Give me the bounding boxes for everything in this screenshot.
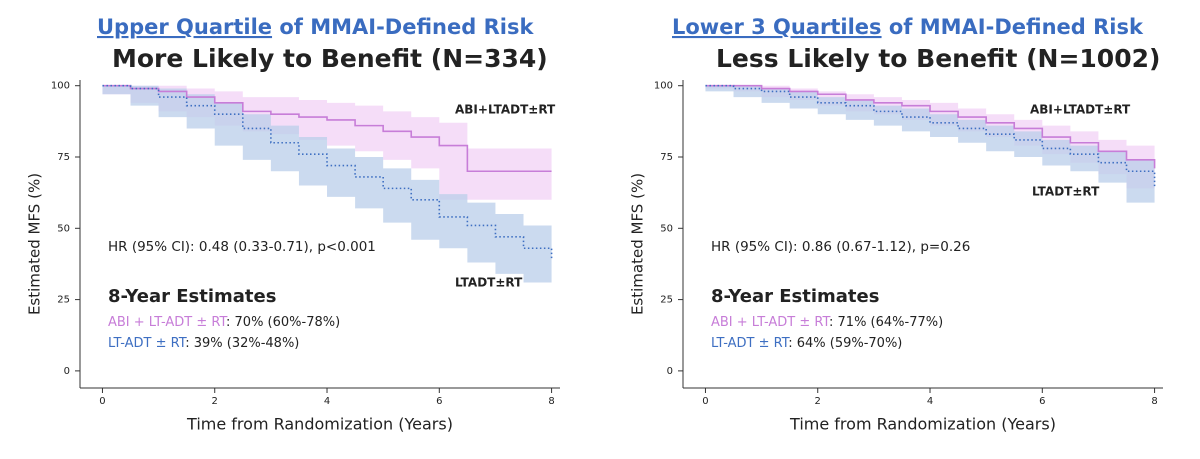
y-tick-label: 75 (57, 152, 70, 163)
y-tick-label: 25 (57, 295, 70, 306)
y-axis-label: Estimated MFS (%) (26, 173, 44, 315)
y-tick-label: 50 (660, 223, 673, 234)
estimate-line: LT-ADT ± RT: 39% (32%-48%) (108, 336, 299, 351)
curve-label: LTADT±RT (455, 276, 523, 290)
estimate-value: : 64% (59%-70%) (788, 336, 902, 351)
estimate-value: : 71% (64%-77%) (829, 315, 943, 330)
y-tick-label: 50 (57, 223, 70, 234)
chart-title: Upper Quartile of MMAI-Defined Risk (97, 15, 534, 39)
estimate-arm: ABI + LT-ADT ± RT (711, 315, 830, 330)
estimate-line: ABI + LT-ADT ± RT: 70% (60%-78%) (108, 315, 340, 330)
x-tick-label: 2 (212, 396, 218, 407)
y-tick-label: 100 (51, 81, 70, 92)
chart-title: Lower 3 Quartiles of MMAI-Defined Risk (672, 15, 1144, 39)
hazard-ratio: HR (95% CI): 0.86 (0.67-1.12), p=0.26 (711, 239, 970, 255)
y-tick-label: 25 (660, 295, 673, 306)
x-tick-label: 0 (99, 396, 105, 407)
title-rest: of MMAI-Defined Risk (272, 15, 534, 39)
ci-band (102, 85, 552, 283)
estimate-line: ABI + LT-ADT ± RT: 71% (64%-77%) (711, 315, 943, 330)
title-rest: of MMAI-Defined Risk (882, 15, 1144, 39)
x-tick-label: 6 (436, 396, 442, 407)
estimate-line: LT-ADT ± RT: 64% (59%-70%) (711, 336, 902, 351)
y-tick-label: 75 (660, 152, 673, 163)
survival-curve (102, 84, 553, 260)
x-axis-label: Time from Randomization (Years) (789, 415, 1056, 434)
y-axis-label: Estimated MFS (%) (629, 173, 647, 315)
estimate-value: : 39% (32%-48%) (185, 336, 299, 351)
ci-band (705, 85, 1155, 203)
chart-subtitle: More Likely to Benefit (N=334) (112, 44, 548, 73)
survival-curve (102, 84, 552, 173)
survival-curve (705, 84, 1156, 189)
curve-label: ABI+LTADT±RT (455, 103, 556, 117)
y-tick-label: 0 (667, 366, 673, 377)
hazard-ratio: HR (95% CI): 0.48 (0.33-0.71), p<0.001 (108, 239, 376, 255)
chart-subtitle: Less Likely to Benefit (N=1002) (716, 44, 1160, 73)
estimates-title: 8-Year Estimates (711, 286, 879, 307)
curve-label: ABI+LTADT±RT (1030, 103, 1131, 117)
title-link: Upper Quartile (97, 15, 272, 39)
survival-curve (705, 84, 1156, 169)
curve-label: LTADT±RT (1032, 185, 1100, 199)
x-tick-label: 2 (815, 396, 821, 407)
x-tick-label: 0 (702, 396, 708, 407)
estimate-arm: LT-ADT ± RT (108, 336, 187, 351)
estimates-title: 8-Year Estimates (108, 286, 276, 307)
chart: Lower 3 Quartiles of MMAI-Defined Risk Le… (629, 15, 1163, 434)
y-tick-label: 100 (654, 81, 673, 92)
estimate-value: : 70% (60%-78%) (226, 315, 340, 330)
y-tick-label: 0 (64, 366, 70, 377)
title-link: Lower 3 Quartiles (672, 15, 882, 39)
estimate-arm: LT-ADT ± RT (711, 336, 790, 351)
x-tick-label: 8 (1151, 396, 1157, 407)
x-tick-label: 6 (1039, 396, 1045, 407)
estimate-arm: ABI + LT-ADT ± RT (108, 315, 227, 330)
x-tick-label: 4 (324, 396, 330, 407)
x-tick-label: 8 (548, 396, 554, 407)
x-tick-label: 4 (927, 396, 933, 407)
chart: Upper Quartile of MMAI-Defined Risk More … (26, 15, 560, 434)
x-axis-label: Time from Randomization (Years) (186, 415, 453, 434)
